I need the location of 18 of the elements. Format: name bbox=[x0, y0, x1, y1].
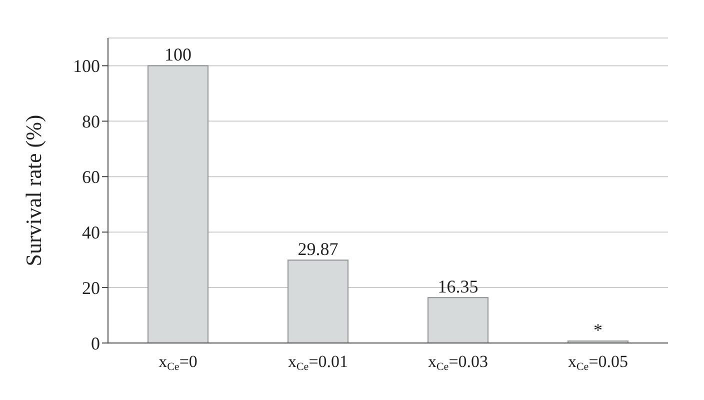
x-tick-label: x$_{Ce}$=0.01 bbox=[288, 352, 348, 374]
y-axis-title: Survival rate (%) bbox=[20, 114, 46, 266]
y-tick-label: 40 bbox=[82, 222, 100, 242]
y-tick-label: 80 bbox=[82, 112, 100, 132]
data-label: 29.87 bbox=[298, 239, 338, 260]
x-tick-label: x$_{Ce}$=0.03 bbox=[428, 352, 488, 374]
data-label: 16.35 bbox=[438, 276, 478, 297]
y-tick-label: 0 bbox=[91, 333, 100, 354]
data-label: 100 bbox=[164, 44, 192, 65]
bar bbox=[148, 65, 208, 343]
bar bbox=[288, 260, 348, 343]
x-tick-label: x$_{Ce}$=0.05 bbox=[568, 352, 628, 374]
data-label: * bbox=[594, 320, 602, 340]
y-tick-label: 20 bbox=[82, 278, 100, 298]
y-tick-label: 100 bbox=[73, 56, 100, 76]
y-tick-label: 60 bbox=[82, 167, 100, 188]
x-tick-label: x$_{Ce}$=0 bbox=[158, 352, 198, 374]
bar bbox=[428, 297, 488, 343]
